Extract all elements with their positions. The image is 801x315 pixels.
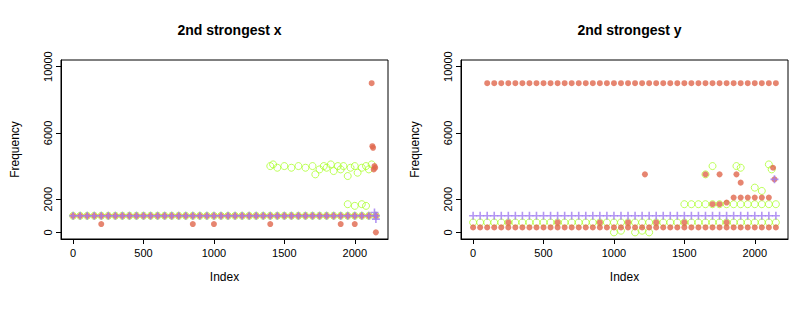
svg-text:1000: 1000 [202,247,226,259]
svg-text:0: 0 [70,247,76,259]
svg-text:0: 0 [470,247,476,259]
svg-text:2000: 2000 [42,187,54,211]
svg-text:2nd strongest y: 2nd strongest y [577,22,681,38]
svg-text:Frequency: Frequency [408,121,422,178]
svg-text:500: 500 [534,247,552,259]
svg-text:10000: 10000 [42,51,54,82]
svg-text:Index: Index [610,270,639,284]
svg-text:10000: 10000 [442,51,454,82]
svg-text:1500: 1500 [272,247,296,259]
svg-text:1000: 1000 [602,247,626,259]
svg-text:0: 0 [42,229,54,235]
svg-text:2000: 2000 [343,247,367,259]
svg-text:Frequency: Frequency [8,121,22,178]
svg-text:2nd strongest x: 2nd strongest x [177,22,281,38]
svg-text:1500: 1500 [672,247,696,259]
svg-text:Index: Index [210,270,239,284]
svg-text:6000: 6000 [442,121,454,145]
svg-text:500: 500 [134,247,152,259]
svg-text:6000: 6000 [42,121,54,145]
svg-text:0: 0 [442,229,454,235]
svg-text:2000: 2000 [743,247,767,259]
svg-text:2000: 2000 [442,187,454,211]
